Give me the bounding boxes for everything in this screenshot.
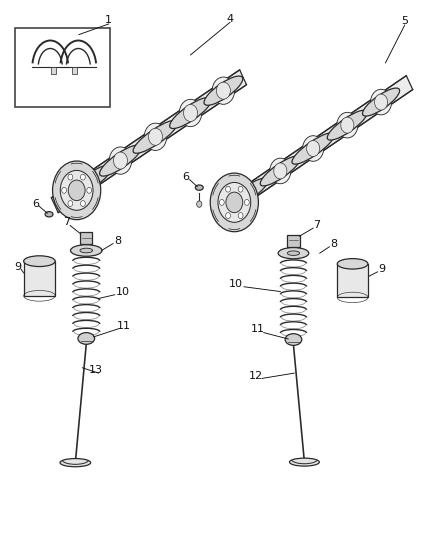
Bar <box>15 28 110 107</box>
Ellipse shape <box>133 120 178 154</box>
Ellipse shape <box>216 82 230 99</box>
Text: 9: 9 <box>14 262 21 271</box>
Circle shape <box>226 213 230 219</box>
Ellipse shape <box>270 158 291 184</box>
Circle shape <box>218 182 251 222</box>
Ellipse shape <box>78 168 101 195</box>
Text: 13: 13 <box>88 366 102 375</box>
FancyBboxPatch shape <box>287 235 300 247</box>
Ellipse shape <box>67 165 112 198</box>
Circle shape <box>68 200 73 206</box>
Ellipse shape <box>80 248 92 253</box>
Ellipse shape <box>24 256 55 266</box>
Ellipse shape <box>226 178 268 209</box>
Circle shape <box>53 161 101 220</box>
Ellipse shape <box>274 163 287 179</box>
FancyBboxPatch shape <box>80 232 92 244</box>
Bar <box>51 67 57 74</box>
Bar <box>72 67 78 74</box>
Text: 7: 7 <box>63 217 70 227</box>
Ellipse shape <box>363 88 399 116</box>
Text: 8: 8 <box>114 236 121 246</box>
Polygon shape <box>212 76 413 223</box>
Circle shape <box>210 173 258 232</box>
Ellipse shape <box>99 145 141 176</box>
Ellipse shape <box>148 128 162 146</box>
Ellipse shape <box>327 110 367 140</box>
Ellipse shape <box>237 181 258 206</box>
Ellipse shape <box>290 458 319 466</box>
Text: 10: 10 <box>229 279 243 288</box>
Circle shape <box>87 188 92 193</box>
Text: 4: 4 <box>226 14 233 23</box>
Ellipse shape <box>144 123 167 150</box>
Text: 5: 5 <box>401 17 408 26</box>
Text: 11: 11 <box>251 324 265 334</box>
Circle shape <box>238 213 243 219</box>
Text: 11: 11 <box>117 321 131 331</box>
Bar <box>24 261 55 296</box>
Ellipse shape <box>195 185 203 190</box>
Circle shape <box>197 201 202 207</box>
Ellipse shape <box>113 152 127 169</box>
Circle shape <box>60 171 93 210</box>
Polygon shape <box>51 70 247 213</box>
Text: 8: 8 <box>330 239 337 249</box>
Text: 9: 9 <box>378 264 385 274</box>
Text: 12: 12 <box>249 371 263 381</box>
Circle shape <box>226 186 230 192</box>
Ellipse shape <box>184 104 198 122</box>
Ellipse shape <box>303 136 324 161</box>
Ellipse shape <box>374 94 388 110</box>
Ellipse shape <box>78 333 95 344</box>
Ellipse shape <box>337 112 358 138</box>
Ellipse shape <box>212 77 235 104</box>
Ellipse shape <box>337 259 368 269</box>
Circle shape <box>219 199 224 205</box>
Ellipse shape <box>179 99 202 127</box>
Bar <box>337 264 368 297</box>
Ellipse shape <box>71 245 102 256</box>
Circle shape <box>68 174 73 180</box>
Circle shape <box>238 186 243 192</box>
Ellipse shape <box>204 76 243 106</box>
Text: 1: 1 <box>105 15 112 25</box>
Circle shape <box>244 199 249 205</box>
Ellipse shape <box>241 185 254 201</box>
Circle shape <box>81 200 85 206</box>
Circle shape <box>226 192 243 213</box>
Ellipse shape <box>60 458 91 467</box>
Ellipse shape <box>371 90 392 115</box>
Ellipse shape <box>278 247 309 259</box>
Ellipse shape <box>109 147 132 174</box>
Text: 10: 10 <box>116 287 130 297</box>
Ellipse shape <box>45 212 53 217</box>
Circle shape <box>81 174 85 180</box>
Ellipse shape <box>287 251 300 255</box>
Ellipse shape <box>285 334 302 345</box>
Ellipse shape <box>341 117 354 133</box>
Text: 7: 7 <box>313 220 320 230</box>
Ellipse shape <box>260 156 300 186</box>
Ellipse shape <box>83 173 97 190</box>
Circle shape <box>68 180 85 200</box>
Circle shape <box>62 188 67 193</box>
Ellipse shape <box>307 141 320 157</box>
Text: 6: 6 <box>32 199 39 208</box>
Ellipse shape <box>170 98 212 128</box>
Ellipse shape <box>292 133 334 164</box>
Text: 6: 6 <box>183 172 190 182</box>
